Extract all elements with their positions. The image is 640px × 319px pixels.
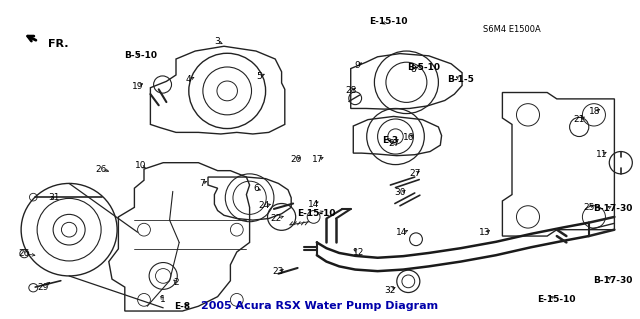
Text: B-5-10: B-5-10 bbox=[124, 51, 157, 60]
Text: 23: 23 bbox=[273, 267, 284, 276]
Text: 26: 26 bbox=[19, 249, 30, 258]
Text: 5: 5 bbox=[257, 72, 262, 81]
Text: 6: 6 bbox=[253, 184, 259, 193]
Text: E-15-10: E-15-10 bbox=[538, 295, 576, 304]
Text: 25: 25 bbox=[583, 203, 595, 212]
Text: 19: 19 bbox=[132, 82, 143, 91]
Text: 21: 21 bbox=[573, 115, 585, 124]
Text: 28: 28 bbox=[345, 86, 356, 95]
Text: 26: 26 bbox=[95, 165, 107, 174]
Text: 20: 20 bbox=[290, 155, 301, 164]
Text: 31: 31 bbox=[49, 193, 60, 202]
Text: 9: 9 bbox=[355, 61, 360, 70]
Text: 10: 10 bbox=[135, 161, 147, 170]
Text: 16: 16 bbox=[403, 133, 414, 142]
Text: 17: 17 bbox=[312, 155, 324, 164]
Text: 8: 8 bbox=[410, 65, 415, 74]
Text: FR.: FR. bbox=[48, 39, 68, 49]
Text: E-15-10: E-15-10 bbox=[298, 209, 336, 218]
Text: 2: 2 bbox=[173, 278, 179, 287]
Text: S6M4 E1500A: S6M4 E1500A bbox=[483, 25, 541, 34]
Text: E-15-10: E-15-10 bbox=[369, 17, 408, 26]
Text: E-3: E-3 bbox=[382, 136, 399, 145]
Text: 14: 14 bbox=[396, 228, 408, 237]
Text: B-17-30: B-17-30 bbox=[593, 204, 633, 213]
Text: 7: 7 bbox=[199, 179, 204, 188]
Text: 3: 3 bbox=[215, 37, 220, 46]
Text: 12: 12 bbox=[353, 248, 364, 256]
Text: B-17-30: B-17-30 bbox=[593, 276, 633, 285]
Text: 1: 1 bbox=[161, 295, 166, 304]
Text: 11: 11 bbox=[596, 150, 607, 159]
Text: E-8: E-8 bbox=[174, 302, 191, 311]
Text: 14: 14 bbox=[308, 200, 319, 209]
Text: 30: 30 bbox=[394, 189, 406, 197]
Text: 27: 27 bbox=[409, 169, 420, 178]
Text: 22: 22 bbox=[271, 214, 282, 223]
Text: 27: 27 bbox=[388, 139, 399, 148]
Text: 24: 24 bbox=[259, 201, 270, 210]
Text: 4: 4 bbox=[186, 75, 191, 84]
Text: 32: 32 bbox=[385, 286, 396, 295]
Text: B-5-10: B-5-10 bbox=[407, 63, 440, 72]
Text: 2005 Acura RSX Water Pump Diagram: 2005 Acura RSX Water Pump Diagram bbox=[202, 301, 438, 311]
Text: 18: 18 bbox=[589, 107, 601, 116]
Text: 29: 29 bbox=[38, 283, 49, 292]
Text: 13: 13 bbox=[479, 228, 491, 237]
Text: B-1-5: B-1-5 bbox=[447, 75, 474, 84]
